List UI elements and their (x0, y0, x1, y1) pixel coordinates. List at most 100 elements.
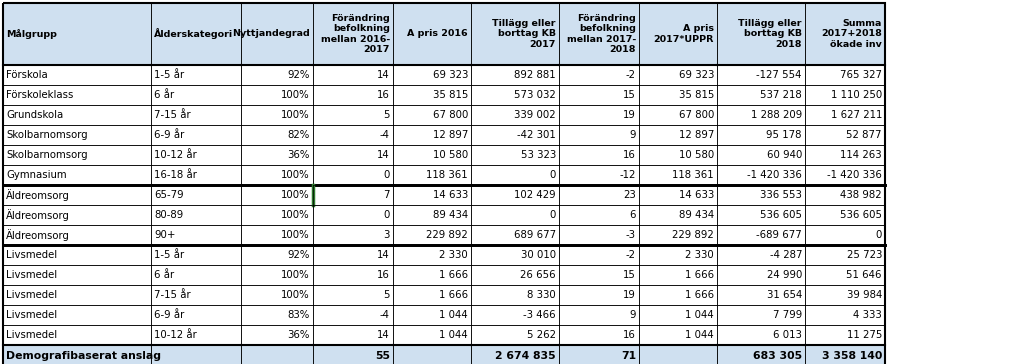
Text: 7 799: 7 799 (773, 310, 802, 320)
Text: 339 002: 339 002 (514, 110, 556, 120)
Bar (471, 345, 559, 364)
Bar (559, 145, 639, 165)
Text: 10 580: 10 580 (679, 150, 714, 160)
Text: 30 010: 30 010 (521, 250, 556, 260)
Text: 118 361: 118 361 (673, 170, 714, 180)
Text: 10-12 år: 10-12 år (154, 150, 197, 160)
Bar (717, 305, 805, 325)
Bar (805, 285, 885, 305)
Text: 0: 0 (384, 170, 390, 180)
Text: 100%: 100% (282, 270, 310, 280)
Text: -1 420 336: -1 420 336 (827, 170, 882, 180)
Text: 1-5 år: 1-5 år (154, 70, 184, 80)
Bar (559, 285, 639, 305)
Bar (393, 245, 471, 265)
Bar (241, 285, 313, 305)
Text: 100%: 100% (282, 170, 310, 180)
Text: 60 940: 60 940 (767, 150, 802, 160)
Text: 1 044: 1 044 (439, 330, 468, 340)
Text: -689 677: -689 677 (757, 230, 802, 240)
Text: 35 815: 35 815 (432, 90, 468, 100)
Text: 573 032: 573 032 (514, 90, 556, 100)
Bar (717, 245, 805, 265)
Bar (805, 225, 885, 245)
Bar (3, 265, 151, 285)
Text: 9: 9 (630, 130, 636, 140)
Text: Nyttjandegrad: Nyttjandegrad (232, 29, 310, 39)
Bar (313, 305, 393, 325)
Text: 7-15 år: 7-15 år (154, 290, 190, 300)
Bar (393, 345, 471, 364)
Bar (471, 165, 559, 185)
Text: 67 800: 67 800 (432, 110, 468, 120)
Bar (151, 185, 241, 205)
Bar (393, 325, 471, 345)
Bar (471, 65, 559, 85)
Bar (151, 105, 241, 125)
Text: 82%: 82% (288, 130, 310, 140)
Bar (241, 105, 313, 125)
Text: -4 287: -4 287 (769, 250, 802, 260)
Text: 19: 19 (624, 110, 636, 120)
Text: Summa
2017+2018
ökade inv: Summa 2017+2018 ökade inv (821, 19, 882, 49)
Text: 83%: 83% (288, 310, 310, 320)
Text: 1 666: 1 666 (439, 290, 468, 300)
Text: 19: 19 (624, 290, 636, 300)
Text: 1 666: 1 666 (685, 290, 714, 300)
Text: 16-18 år: 16-18 år (154, 170, 197, 180)
Text: 0: 0 (876, 230, 882, 240)
Bar (639, 345, 717, 364)
Bar (805, 3, 885, 65)
Bar (717, 85, 805, 105)
Bar (151, 65, 241, 85)
Text: 1 044: 1 044 (685, 330, 714, 340)
Text: 100%: 100% (282, 190, 310, 200)
Bar (151, 225, 241, 245)
Text: 1 288 209: 1 288 209 (751, 110, 802, 120)
Bar (393, 265, 471, 285)
Text: 6 013: 6 013 (773, 330, 802, 340)
Text: Demografibaserat anslag: Demografibaserat anslag (6, 351, 161, 361)
Text: 14: 14 (377, 330, 390, 340)
Bar (559, 125, 639, 145)
Text: Äldreomsorg: Äldreomsorg (6, 229, 70, 241)
Text: -2: -2 (626, 70, 636, 80)
Bar (717, 165, 805, 185)
Bar (241, 165, 313, 185)
Text: 3 358 140: 3 358 140 (821, 351, 882, 361)
Bar (471, 225, 559, 245)
Bar (471, 105, 559, 125)
Text: 14 633: 14 633 (679, 190, 714, 200)
Text: Förändring
befolkning
mellan 2016-
2017: Förändring befolkning mellan 2016- 2017 (321, 14, 390, 54)
Bar (471, 265, 559, 285)
Bar (471, 145, 559, 165)
Text: 765 327: 765 327 (840, 70, 882, 80)
Text: 6: 6 (630, 210, 636, 220)
Bar (151, 325, 241, 345)
Text: 14: 14 (377, 150, 390, 160)
Text: 0: 0 (384, 210, 390, 220)
Text: A pris
2017*UPPR: A pris 2017*UPPR (653, 24, 714, 44)
Bar (639, 305, 717, 325)
Bar (241, 145, 313, 165)
Bar (151, 285, 241, 305)
Text: 89 434: 89 434 (433, 210, 468, 220)
Bar (805, 325, 885, 345)
Bar (241, 325, 313, 345)
Bar (805, 305, 885, 325)
Bar (313, 3, 393, 65)
Text: 100%: 100% (282, 230, 310, 240)
Text: 100%: 100% (282, 90, 310, 100)
Bar (241, 3, 313, 65)
Bar (3, 85, 151, 105)
Bar (805, 125, 885, 145)
Text: 102 429: 102 429 (514, 190, 556, 200)
Bar (151, 345, 241, 364)
Bar (313, 225, 393, 245)
Bar (559, 325, 639, 345)
Bar (717, 185, 805, 205)
Text: 26 656: 26 656 (520, 270, 556, 280)
Bar (717, 325, 805, 345)
Text: -12: -12 (620, 170, 636, 180)
Bar (151, 125, 241, 145)
